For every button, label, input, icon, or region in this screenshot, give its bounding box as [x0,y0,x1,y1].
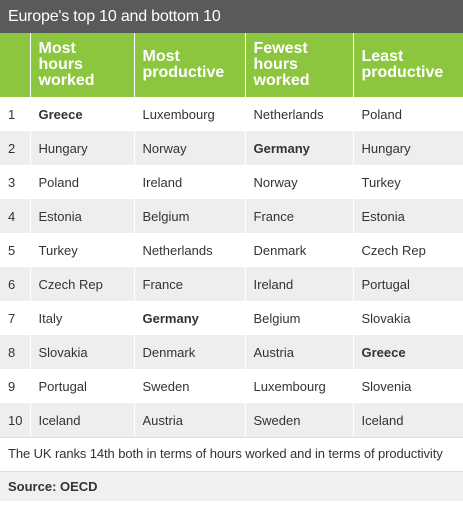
country-cell: Iceland [30,403,135,437]
country-cell: Germany [134,301,246,335]
country-cell: Austria [245,335,354,369]
rank-cell: 10 [0,403,31,437]
rank-cell: 5 [0,233,31,267]
country-cell: France [134,267,246,301]
rank-cell: 1 [0,97,31,131]
header-rank [0,33,31,97]
country-cell: Greece [353,335,463,369]
country-cell: Luxembourg [134,97,246,131]
country-cell: Norway [245,165,354,199]
rank-cell: 6 [0,267,31,301]
table-row: 1 Greece Luxembourg Netherlands Poland [0,97,463,131]
table-row: 3 Poland Ireland Norway Turkey [0,165,463,199]
country-cell: Slovakia [353,301,463,335]
country-cell: Norway [134,131,246,165]
table-row: 9 Portugal Sweden Luxembourg Slovenia [0,369,463,403]
country-cell: Poland [353,97,463,131]
table-row: 8 Slovakia Denmark Austria Greece [0,335,463,369]
country-cell: Portugal [30,369,135,403]
table-row: 10 Iceland Austria Sweden Iceland [0,403,463,437]
country-cell: Ireland [245,267,354,301]
country-cell: Belgium [245,301,354,335]
country-cell: Denmark [134,335,246,369]
country-cell: Sweden [134,369,246,403]
rank-cell: 4 [0,199,31,233]
rank-cell: 9 [0,369,31,403]
rank-cell: 2 [0,131,31,165]
country-cell: Turkey [353,165,463,199]
country-cell: Greece [30,97,135,131]
country-cell: Luxembourg [245,369,354,403]
header-most-hours-worked: Most hours worked [30,33,135,97]
footnote: The UK ranks 14th both in terms of hours… [0,437,463,471]
header-least-productive: Least productive [353,33,463,97]
country-cell: Estonia [353,199,463,233]
ranking-table: Most hours worked Most productive Fewest… [0,33,463,437]
country-cell: Italy [30,301,135,335]
country-cell: Iceland [353,403,463,437]
table-row: 4 Estonia Belgium France Estonia [0,199,463,233]
source-line: Source: OECD [0,471,463,501]
table-row: 2 Hungary Norway Germany Hungary [0,131,463,165]
table-row: 7 Italy Germany Belgium Slovakia [0,301,463,335]
country-cell: Ireland [134,165,246,199]
country-cell: Sweden [245,403,354,437]
country-cell: Netherlands [245,97,354,131]
country-cell: Hungary [30,131,135,165]
country-cell: Austria [134,403,246,437]
country-cell: Slovakia [30,335,135,369]
country-cell: Slovenia [353,369,463,403]
country-cell: Czech Rep [353,233,463,267]
header-fewest-hours-worked: Fewest hours worked [245,33,354,97]
country-cell: Netherlands [134,233,246,267]
header-row: Most hours worked Most productive Fewest… [0,33,463,97]
table-title: Europe's top 10 and bottom 10 [0,0,463,33]
country-cell: Portugal [353,267,463,301]
table-row: 6 Czech Rep France Ireland Portugal [0,267,463,301]
header-most-productive: Most productive [134,33,246,97]
table-row: 5 Turkey Netherlands Denmark Czech Rep [0,233,463,267]
rank-cell: 8 [0,335,31,369]
rank-cell: 7 [0,301,31,335]
country-cell: Poland [30,165,135,199]
country-cell: Hungary [353,131,463,165]
country-cell: Czech Rep [30,267,135,301]
country-cell: Denmark [245,233,354,267]
country-cell: Estonia [30,199,135,233]
rank-cell: 3 [0,165,31,199]
country-cell: Germany [245,131,354,165]
country-cell: Belgium [134,199,246,233]
country-cell: France [245,199,354,233]
country-cell: Turkey [30,233,135,267]
